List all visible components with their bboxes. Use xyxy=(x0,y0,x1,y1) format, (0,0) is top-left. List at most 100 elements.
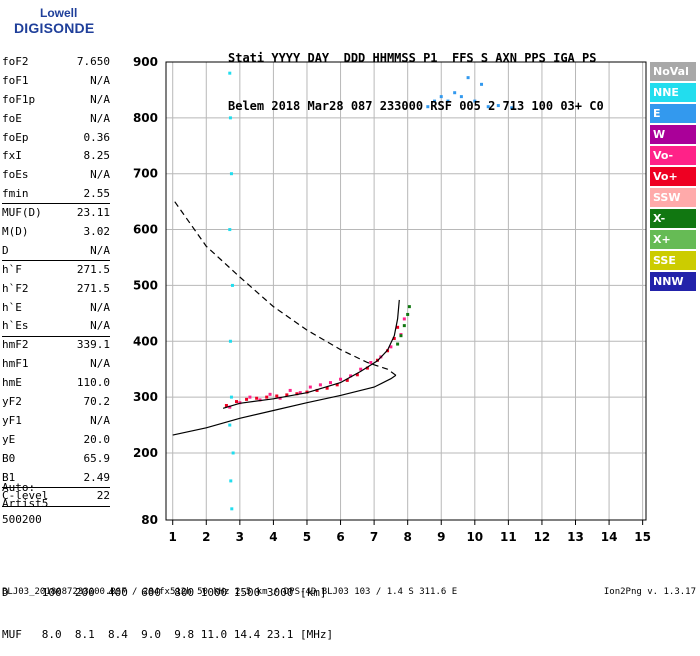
param-row: h`F2 271.5 xyxy=(2,282,110,301)
data-point xyxy=(234,400,238,404)
chart-scatter-points xyxy=(224,71,514,511)
data-point xyxy=(365,366,369,370)
data-point xyxy=(459,95,463,99)
param-value: 70.2 xyxy=(83,395,111,409)
param-separator xyxy=(2,259,110,261)
legend-item: NNW xyxy=(650,272,696,291)
param-value: 7.650 xyxy=(76,55,110,68)
param-value: 65.9 xyxy=(83,451,111,465)
x-tick-label: 4 xyxy=(269,530,277,544)
data-point xyxy=(224,404,228,407)
param-name: yE xyxy=(2,432,16,446)
legend-item: SSE xyxy=(650,251,696,270)
data-point xyxy=(335,383,339,387)
y-tick-label: 800 xyxy=(133,111,158,125)
data-point xyxy=(426,105,430,109)
chart-legend: NoVal NNE E W Vo- Vo+ SSW X- X+ SSE NNW xyxy=(650,62,696,293)
param-row: fxI 8.25 xyxy=(2,149,110,168)
footer-info: BLJ03_2018087233000.RSF / 284fx512h 50 k… xyxy=(2,587,458,597)
param-name: fxI xyxy=(2,149,22,163)
profile-curve-dashed xyxy=(172,198,397,376)
param-name: h`F xyxy=(2,262,22,276)
data-point xyxy=(349,374,353,378)
legend-item: SSW xyxy=(650,188,696,207)
muf-d-label: D xyxy=(2,586,9,599)
muf-value-row: MUF 8.0 8.1 8.4 9.0 9.8 11.0 14.4 23.1 [… xyxy=(2,628,333,642)
data-point xyxy=(228,228,232,232)
x-tick-label: 3 xyxy=(236,530,244,544)
data-point xyxy=(439,95,443,99)
param-separator xyxy=(2,486,110,488)
y-tick-label: 200 xyxy=(133,446,158,460)
muf-values: 8.0 8.1 8.4 9.0 9.8 11.0 14.4 23.1 [MHz] xyxy=(41,628,334,641)
x-tick-label: 14 xyxy=(601,530,618,544)
param-name: D xyxy=(2,243,9,257)
legend-item: NoVal xyxy=(650,62,696,81)
param-row: hmE 110.0 xyxy=(2,376,110,395)
data-point xyxy=(265,395,269,399)
data-point xyxy=(278,396,282,400)
data-point xyxy=(295,392,299,396)
y-tick-label: 900 xyxy=(133,55,158,69)
plot-frame xyxy=(165,61,647,521)
logo-line1: Lowell xyxy=(40,6,78,20)
data-point xyxy=(255,396,259,400)
data-point xyxy=(308,385,312,389)
param-row: foF2 7.650 xyxy=(2,55,110,74)
x-tick-label: 12 xyxy=(534,530,551,544)
param-name: h`E xyxy=(2,300,22,314)
param-name: C-level xyxy=(2,489,49,503)
muf-label: MUF xyxy=(2,628,22,641)
param-name: foEs xyxy=(2,168,29,182)
param-name: yF2 xyxy=(2,395,22,409)
data-point xyxy=(510,106,514,110)
param-value: 110.0 xyxy=(76,376,110,390)
auto-artist: Artist5 xyxy=(2,497,49,510)
param-row: M(D) 3.02 xyxy=(2,225,110,244)
data-point xyxy=(318,383,322,387)
data-point xyxy=(288,388,292,392)
auto-code: 500200 xyxy=(2,513,42,526)
data-point xyxy=(275,394,279,398)
muf-d-values: 100 200 400 600 800 1000 1500 3000 [km] xyxy=(41,586,327,599)
param-row: MUF(D) 23.11 xyxy=(2,206,110,225)
data-point xyxy=(355,373,359,377)
param-value: 271.5 xyxy=(76,281,110,295)
auto-label: Auto: xyxy=(2,480,48,496)
param-row: h`Es N/A xyxy=(2,319,110,338)
data-point xyxy=(228,339,232,343)
data-point xyxy=(339,377,343,381)
muf-table: D 100 200 400 600 800 1000 1500 3000 [km… xyxy=(2,558,333,656)
param-name: hmF2 xyxy=(2,338,29,352)
param-name: B0 xyxy=(2,451,16,465)
param-row: foEs N/A xyxy=(2,168,110,187)
data-point xyxy=(466,76,470,80)
data-point xyxy=(345,378,349,382)
param-row: foF1p N/A xyxy=(2,93,110,112)
chart-grid xyxy=(166,61,646,521)
param-separator xyxy=(2,505,110,507)
param-value: 0.36 xyxy=(83,130,111,144)
param-value: N/A xyxy=(90,73,110,87)
param-value: N/A xyxy=(90,319,110,333)
x-tick-label: 2 xyxy=(202,530,210,544)
data-point xyxy=(228,405,232,409)
trace-curve xyxy=(222,299,400,409)
data-point xyxy=(453,91,457,95)
data-point xyxy=(359,367,363,371)
data-point xyxy=(248,395,252,399)
data-point xyxy=(407,305,411,309)
data-point xyxy=(258,398,262,402)
param-row: foF1 N/A xyxy=(2,74,110,93)
y-tick-label: 80 xyxy=(141,513,158,527)
legend-item: NNE xyxy=(650,83,696,102)
logo-line2: DIGISONDE xyxy=(14,20,95,36)
param-row: foEp 0.36 xyxy=(2,131,110,150)
x-tick-label: 1 xyxy=(169,530,177,544)
param-value: 2.55 xyxy=(83,187,111,201)
data-point xyxy=(369,360,373,364)
x-tick-label: 9 xyxy=(437,530,445,544)
data-point xyxy=(446,99,450,103)
legend-item: W xyxy=(650,125,696,144)
param-value: 339.1 xyxy=(76,338,110,352)
